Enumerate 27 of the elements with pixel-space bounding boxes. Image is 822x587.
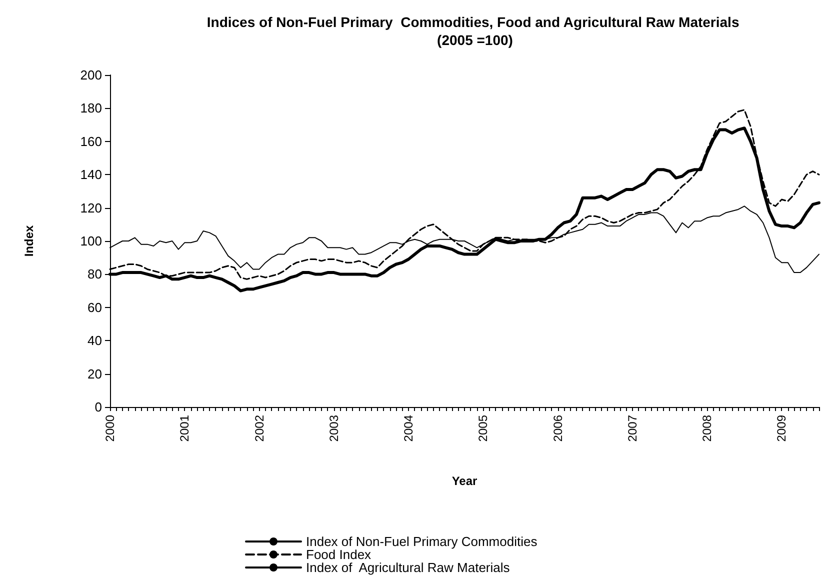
y-tick-label: 180 bbox=[80, 100, 102, 116]
y-tick-label: 200 bbox=[80, 68, 102, 82]
x-tick-label: 2003 bbox=[326, 414, 341, 442]
x-tick-label: 2009 bbox=[774, 414, 789, 442]
y-tick-label: 40 bbox=[88, 333, 102, 348]
x-tick-label: 2008 bbox=[700, 414, 714, 442]
y-tick-label: 120 bbox=[80, 200, 102, 216]
y-tick-label: 140 bbox=[80, 167, 102, 182]
legend-label: Food Index bbox=[306, 547, 372, 562]
legend-label: Index of Agricultural Raw Materials bbox=[306, 560, 510, 575]
y-tick-label: 60 bbox=[88, 300, 102, 315]
x-axis-title: Year bbox=[452, 474, 478, 488]
x-tick-label: 2005 bbox=[476, 414, 490, 442]
y-axis-title: Index bbox=[22, 225, 36, 257]
y-tick-label: 100 bbox=[80, 234, 102, 248]
y-tick-label: 160 bbox=[80, 134, 102, 149]
x-tick-label: 2006 bbox=[550, 414, 565, 442]
x-tick-label: 2007 bbox=[625, 414, 640, 442]
legend-label: Index of Non-Fuel Primary Commodities bbox=[306, 534, 538, 549]
x-tick-label: 2002 bbox=[252, 414, 266, 442]
x-tick-label: 2004 bbox=[402, 414, 416, 442]
x-tick-label: 2000 bbox=[103, 414, 117, 442]
y-tick-label: 0 bbox=[94, 400, 102, 414]
y-tick-label: 20 bbox=[88, 366, 102, 382]
chart-title: Indices of Non-Fuel Primary Commodities, Food and Agricultural Raw Materials (2005 =100) bbox=[206, 14, 744, 48]
y-tick-label: 80 bbox=[88, 266, 102, 282]
x-tick-label: 2001 bbox=[178, 414, 192, 442]
